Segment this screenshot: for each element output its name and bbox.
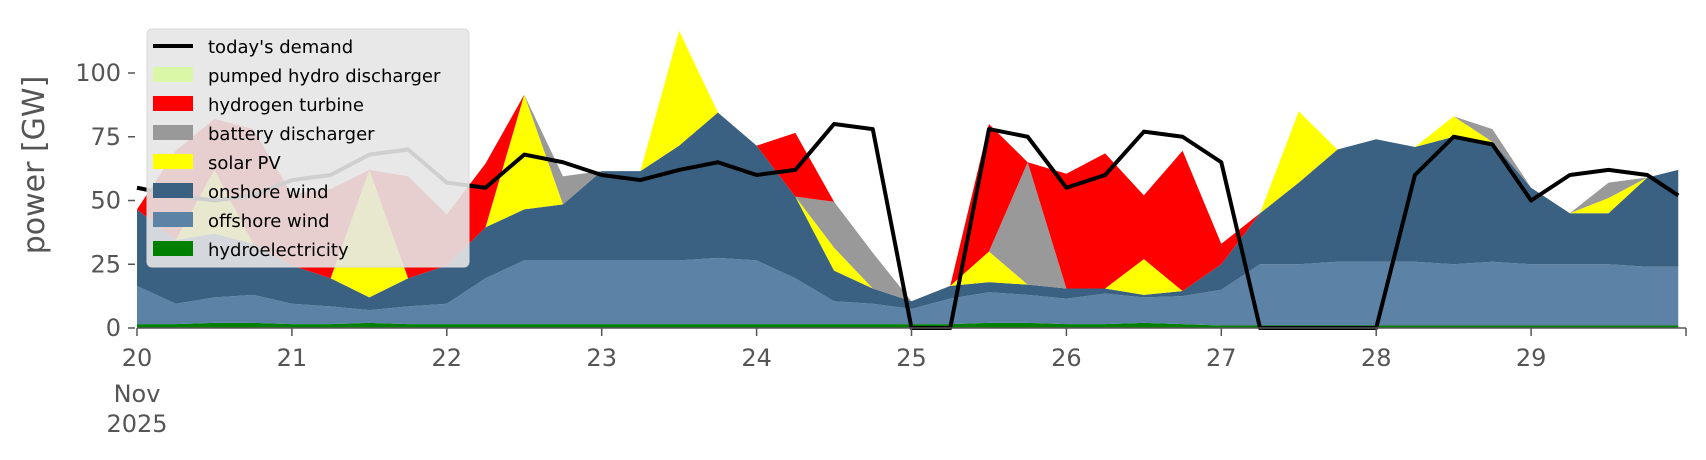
- legend-swatch-battery-discharger: [153, 125, 193, 140]
- legend-label-hydroelectricity: hydroelectricity: [208, 240, 349, 261]
- y-axis-title: power [GW]: [17, 76, 52, 255]
- x-year-label: 2025: [106, 410, 167, 438]
- x-tick-label: 20: [122, 344, 153, 372]
- x-tick-label: 26: [1051, 344, 1082, 372]
- legend-label-battery-discharger: battery discharger: [208, 124, 375, 145]
- legend-box: [146, 28, 470, 268]
- axes: 0 25 50 75 100 20 21 22 23 24 25 26 27 28 29: [75, 59, 1687, 372]
- x-tick-label: 22: [432, 344, 463, 372]
- legend-label-today-s-demand: today's demand: [208, 37, 353, 58]
- x-tick-label: 23: [586, 344, 617, 372]
- area-hydrogen-turbine: [137, 30, 1679, 302]
- y-tick-label: 50: [90, 187, 121, 215]
- legend-swatch-hydroelectricity: [153, 241, 193, 256]
- y-tick-label: 75: [90, 123, 121, 151]
- x-tick-label: 25: [896, 344, 927, 372]
- legend-swatch-pumped-hydro-discharger: [153, 67, 193, 82]
- legend-label-hydrogen-turbine: hydrogen turbine: [208, 95, 364, 116]
- legend-label-solar-pv: solar PV: [208, 153, 281, 174]
- x-month-label: Nov: [114, 380, 161, 408]
- legend-swatch-offshore-wind: [153, 212, 193, 227]
- legend-label-pumped-hydro-discharger: pumped hydro discharger: [208, 66, 441, 87]
- legend-swatch-solar-pv: [153, 154, 193, 169]
- x-tick-label: 28: [1361, 344, 1392, 372]
- x-tick-label: 21: [277, 344, 308, 372]
- x-tick-label: 24: [741, 344, 772, 372]
- legend-swatch-hydrogen-turbine: [153, 96, 193, 111]
- legend-label-offshore-wind: offshore wind: [208, 211, 330, 232]
- y-tick-label: 0: [106, 314, 121, 342]
- legend: today's demand pumped hydro discharger hyd…: [146, 28, 470, 268]
- x-tick-label: 29: [1516, 344, 1547, 372]
- area-onshore-wind: [137, 112, 1679, 311]
- x-tick-label: 27: [1206, 344, 1237, 372]
- y-tick-label: 25: [90, 250, 121, 278]
- y-tick-label: 100: [75, 59, 121, 87]
- legend-label-onshore-wind: onshore wind: [208, 182, 329, 203]
- legend-swatch-onshore-wind: [153, 183, 193, 198]
- area-offshore-wind: [137, 257, 1679, 326]
